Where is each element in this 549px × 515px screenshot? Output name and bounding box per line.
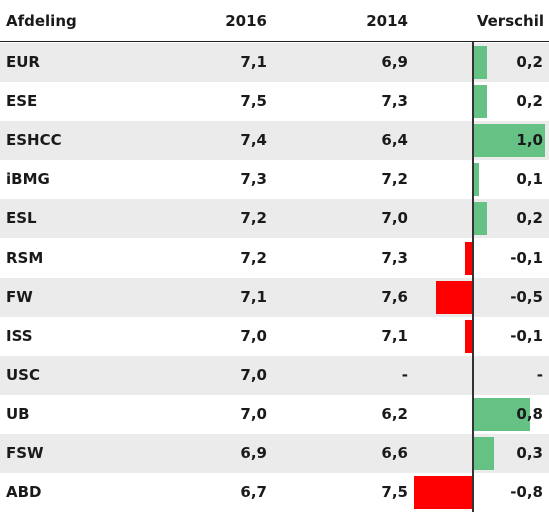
diff-bar [472,46,487,79]
header-2016: 2016 [225,12,267,30]
diff-bar [472,163,480,197]
cell-afdeling: ESL [6,209,37,228]
cell-afdeling: ABD [6,483,42,502]
cell-afdeling: USC [6,365,40,384]
cell-2016: 6,7 [240,483,267,502]
cell-verschil: 0,8 [516,404,543,423]
cell-afdeling: iBMG [6,170,50,189]
cell-2016: 7,0 [240,365,267,384]
table-row: ISS 7,0 7,1 -0,1 [0,317,549,356]
cell-2016: 7,2 [240,209,267,228]
cell-2014: - [401,365,408,384]
cell-verschil: 0,2 [516,53,543,71]
table-row: FW 7,1 7,6 -0,5 [0,277,549,317]
cell-2014: 7,3 [381,92,408,111]
cell-afdeling: FW [6,287,33,306]
cell-2014: 7,6 [381,287,408,306]
cell-2014: 6,4 [381,131,408,150]
table-row: ESL 7,2 7,0 0,2 [0,199,549,239]
cell-verschil: - [536,365,543,384]
cell-verschil: -0,1 [510,326,543,345]
cell-2016: 7,1 [240,287,267,306]
cell-2016: 7,1 [240,53,267,71]
table-row: ABD 6,7 7,5 -0,8 [0,473,549,512]
diff-bar [472,202,487,236]
header-afdeling: Afdeling [6,12,77,30]
cell-2016: 7,0 [240,404,267,423]
diff-bar [464,319,472,353]
header-2014: 2014 [366,12,408,30]
diff-bar [435,280,472,314]
table-row: RSM 7,2 7,3 -0,1 [0,239,549,278]
cell-2014: 7,0 [381,209,408,228]
cell-2016: 7,5 [240,92,267,111]
cell-afdeling: UB [6,404,30,423]
cell-2014: 7,5 [381,483,408,502]
cell-afdeling: ESHCC [6,131,62,150]
cell-verschil: 0,3 [516,444,543,462]
cell-2016: 7,4 [240,131,267,150]
table-row: FSW 6,9 6,6 0,3 [0,434,549,473]
table-row: EUR 7,1 6,9 0,2 [0,43,549,82]
cell-afdeling: FSW [6,444,44,462]
table-row: USC 7,0 - - [0,355,549,395]
cell-2014: 7,1 [381,326,408,345]
diff-bar [472,437,494,470]
cell-verschil: 0,1 [516,170,543,189]
cell-2014: 7,3 [381,248,408,267]
diff-bar [472,124,545,158]
table-row: ESHCC 7,4 6,4 1,0 [0,121,549,161]
cell-2016: 6,9 [240,444,267,462]
cell-afdeling: ESE [6,92,38,111]
cell-verschil: -0,1 [510,248,543,267]
diff-bar [472,85,487,119]
cell-2014: 6,6 [381,444,408,462]
cell-2016: 7,0 [240,326,267,345]
cell-2016: 7,3 [240,170,267,189]
diff-bar [472,397,531,431]
zero-axis-line [472,42,474,512]
cell-afdeling: EUR [6,53,40,71]
cell-2016: 7,2 [240,248,267,267]
table-row: iBMG 7,3 7,2 0,1 [0,160,549,199]
cell-verschil: -0,8 [510,483,543,502]
cell-afdeling: ISS [6,326,33,345]
cell-2014: 6,2 [381,404,408,423]
diff-bar [464,241,472,275]
cell-verschil: 0,2 [516,92,543,111]
table-row: UB 7,0 6,2 0,8 [0,395,549,434]
cell-afdeling: RSM [6,248,44,267]
cell-verschil: 1,0 [516,131,543,150]
cell-verschil: 0,2 [516,209,543,228]
table-row: ESE 7,5 7,3 0,2 [0,82,549,121]
cell-verschil: -0,5 [510,287,543,306]
cell-2014: 7,2 [381,170,408,189]
cell-2014: 6,9 [381,53,408,71]
table-header: Afdeling 2016 2014 Verschil [0,0,549,42]
header-verschil: Verschil [476,12,544,30]
diff-bar [413,476,472,510]
